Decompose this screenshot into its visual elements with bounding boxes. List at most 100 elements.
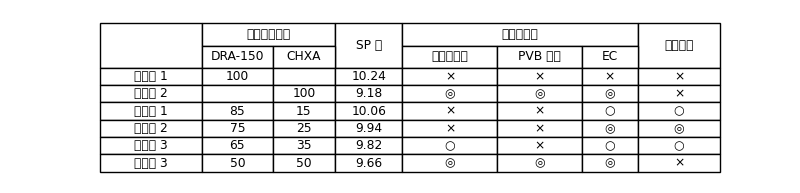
Bar [638,154,720,172]
Bar [202,137,273,154]
Text: ◎: ◎ [445,157,455,170]
Bar [402,154,498,172]
Text: 25: 25 [296,122,312,135]
Text: 100: 100 [226,70,249,83]
Text: 比较例 1: 比较例 1 [134,70,168,83]
Bar [335,120,402,137]
Text: 丙烯酸树脂: 丙烯酸树脂 [431,50,468,63]
Bar [638,102,720,120]
Bar [638,85,720,102]
Bar [100,154,202,172]
Bar [638,120,720,137]
Bar [402,68,498,85]
Text: 50: 50 [296,157,312,170]
Bar [100,85,202,102]
Bar [202,120,273,137]
Text: ×: × [674,87,684,100]
Bar [582,68,638,85]
Bar [202,68,273,85]
Bar [402,137,498,154]
Text: ×: × [445,122,455,135]
Text: ◎: ◎ [605,87,615,100]
Bar [498,85,582,102]
Text: 树脂溶解性: 树脂溶解性 [502,28,538,41]
Bar [273,46,335,68]
Text: ×: × [674,70,684,83]
Bar [582,46,638,68]
Bar [100,102,202,120]
Text: 比较例 3: 比较例 3 [134,157,168,170]
Bar [335,137,402,154]
Text: ◎: ◎ [534,87,545,100]
Text: 9.82: 9.82 [355,139,382,152]
Text: ×: × [605,70,615,83]
Text: 实施例 2: 实施例 2 [134,122,168,135]
Bar [273,154,335,172]
Text: ◎: ◎ [534,157,545,170]
Text: 比较例 2: 比较例 2 [134,87,168,100]
Bar [202,154,273,172]
Bar [582,154,638,172]
Text: 75: 75 [230,122,246,135]
Text: ×: × [534,139,545,152]
Bar [335,102,402,120]
Text: 10.24: 10.24 [351,70,386,83]
Text: ×: × [674,157,684,170]
Bar [402,102,498,120]
Text: 65: 65 [230,139,246,152]
Bar [638,23,720,68]
Text: ○: ○ [605,105,615,118]
Bar [582,120,638,137]
Bar [273,85,335,102]
Bar [273,137,335,154]
Bar [335,154,402,172]
Bar [100,23,202,68]
Bar [100,137,202,154]
Bar [335,85,402,102]
Text: ○: ○ [605,139,615,152]
Text: 溶剂含量比例: 溶剂含量比例 [246,28,290,41]
Text: CHXA: CHXA [286,50,321,63]
Text: 9.18: 9.18 [355,87,382,100]
Bar [202,23,335,46]
Bar [638,137,720,154]
Bar [498,154,582,172]
Bar [335,23,402,68]
Bar [202,85,273,102]
Text: ×: × [534,105,545,118]
Text: 实施例 3: 实施例 3 [134,139,168,152]
Text: ○: ○ [674,105,684,118]
Text: PVB 树脂: PVB 树脂 [518,50,561,63]
Bar [402,23,638,46]
Text: ×: × [445,70,455,83]
Text: 35: 35 [296,139,312,152]
Bar [582,85,638,102]
Bar [202,46,273,68]
Bar [402,46,498,68]
Bar [335,68,402,85]
Text: ○: ○ [445,139,455,152]
Bar [498,46,582,68]
Bar [273,102,335,120]
Bar [582,137,638,154]
Text: ×: × [534,122,545,135]
Bar [202,102,273,120]
Text: ×: × [445,105,455,118]
Text: 9.94: 9.94 [355,122,382,135]
Bar [498,68,582,85]
Bar [402,120,498,137]
Bar [100,120,202,137]
Text: ○: ○ [674,139,684,152]
Bar [273,68,335,85]
Text: 实施例 1: 实施例 1 [134,105,168,118]
Text: SP 值: SP 值 [355,39,382,52]
Bar [638,68,720,85]
Text: EC: EC [602,50,618,63]
Bar [582,102,638,120]
Text: ◎: ◎ [605,122,615,135]
Bar [273,120,335,137]
Text: 85: 85 [230,105,246,118]
Text: ◎: ◎ [605,157,615,170]
Text: ×: × [534,70,545,83]
Text: DRA-150: DRA-150 [210,50,264,63]
